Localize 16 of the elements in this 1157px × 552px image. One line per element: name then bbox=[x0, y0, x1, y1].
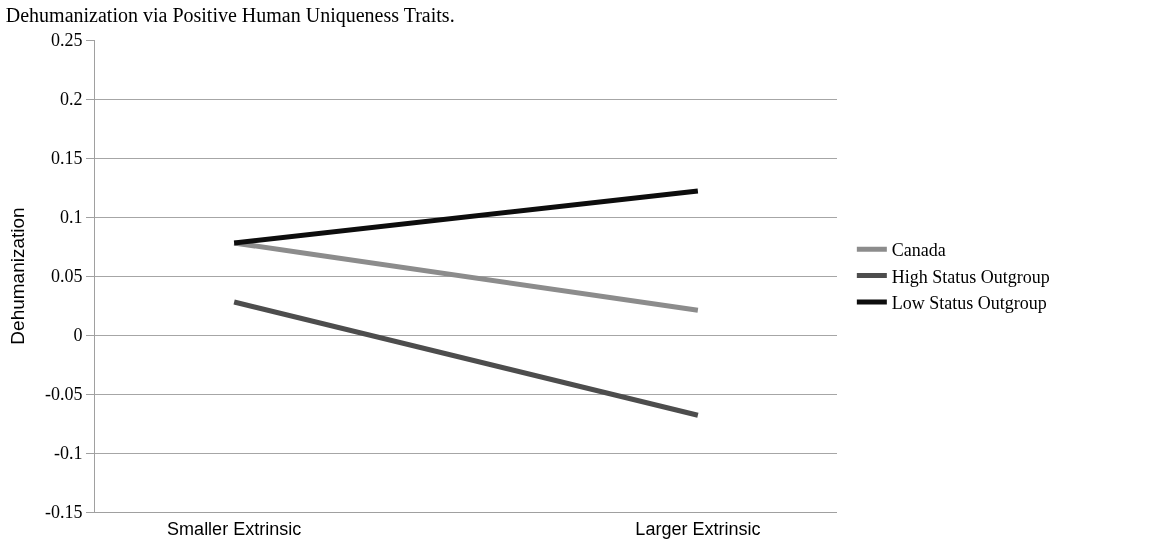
x-tick-label: Larger Extrinsic bbox=[635, 518, 761, 539]
y-tick-label: 0.15 bbox=[50, 148, 83, 169]
y-tick-label: 0.05 bbox=[50, 266, 83, 287]
y-tick-label: -0.05 bbox=[44, 384, 83, 405]
y-tick-label: -0.1 bbox=[53, 443, 83, 464]
y-axis-title: Dehumanization bbox=[6, 207, 28, 345]
y-tick-label: -0.15 bbox=[44, 502, 83, 523]
legend-label: High Status Outgroup bbox=[891, 266, 1050, 287]
x-tick-label: Smaller Extrinsic bbox=[167, 518, 302, 539]
y-tick-label: 0 bbox=[73, 325, 83, 346]
y-tick-label: 0.2 bbox=[59, 89, 83, 110]
y-tick-label: 0.1 bbox=[59, 207, 83, 228]
legend-label: Low Status Outgroup bbox=[891, 293, 1047, 314]
legend-label: Canada bbox=[891, 240, 946, 261]
chart-title: Dehumanization via Positive Human Uniqueness Traits. bbox=[5, 4, 455, 28]
y-tick-label: 0.25 bbox=[50, 30, 83, 51]
